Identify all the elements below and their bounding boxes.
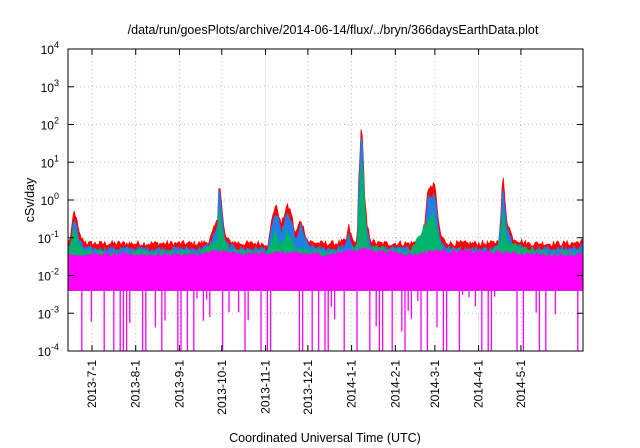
- x-axis: 2013-7-1 2013-8-1 2013-9-1 2013-10-1 2013-11…: [85, 49, 528, 415]
- series-area-4: [67, 246, 584, 291]
- x-tick-label: 2014-2-1: [388, 360, 402, 408]
- y-tick-label: 10-3: [38, 304, 59, 321]
- x-tick-label: 2013-9-1: [172, 360, 186, 408]
- x-tick-label: 2014-5-1: [514, 360, 528, 408]
- series-layer: [67, 129, 584, 351]
- y-tick-label: 103: [41, 78, 59, 95]
- y-tick-label: 10-1: [38, 229, 59, 246]
- y-tick-label: 10-4: [38, 342, 59, 359]
- y-axis: 10-4 10-3 10-2 10-1 100 101 102 103 104: [38, 40, 583, 359]
- x-tick-label: 2013-10-1: [215, 360, 229, 415]
- y-tick-label: 101: [41, 153, 59, 170]
- y-tick-label: 100: [41, 191, 59, 208]
- y-tick-label: 102: [41, 116, 59, 133]
- x-tick-label: 2014-3-1: [428, 360, 442, 408]
- x-tick-label: 2013-7-1: [85, 360, 99, 408]
- x-tick-label: 2014-1-1: [345, 360, 359, 408]
- y-tick-label: 104: [41, 40, 59, 57]
- chart-title: /data/run/goesPlots/archive/2014-06-14/f…: [128, 23, 539, 37]
- x-tick-label: 2013-11-1: [259, 360, 273, 414]
- y-axis-title: cSv/day: [23, 177, 37, 222]
- x-axis-title: Coordinated Universal Time (UTC): [229, 431, 421, 445]
- x-tick-label: 2013-8-1: [129, 360, 143, 408]
- series-dropouts: [81, 290, 579, 351]
- x-tick-label: 2013-12-1: [301, 360, 315, 415]
- x-tick-label: 2014-4-1: [472, 360, 486, 408]
- y-tick-label: 10-2: [38, 267, 59, 284]
